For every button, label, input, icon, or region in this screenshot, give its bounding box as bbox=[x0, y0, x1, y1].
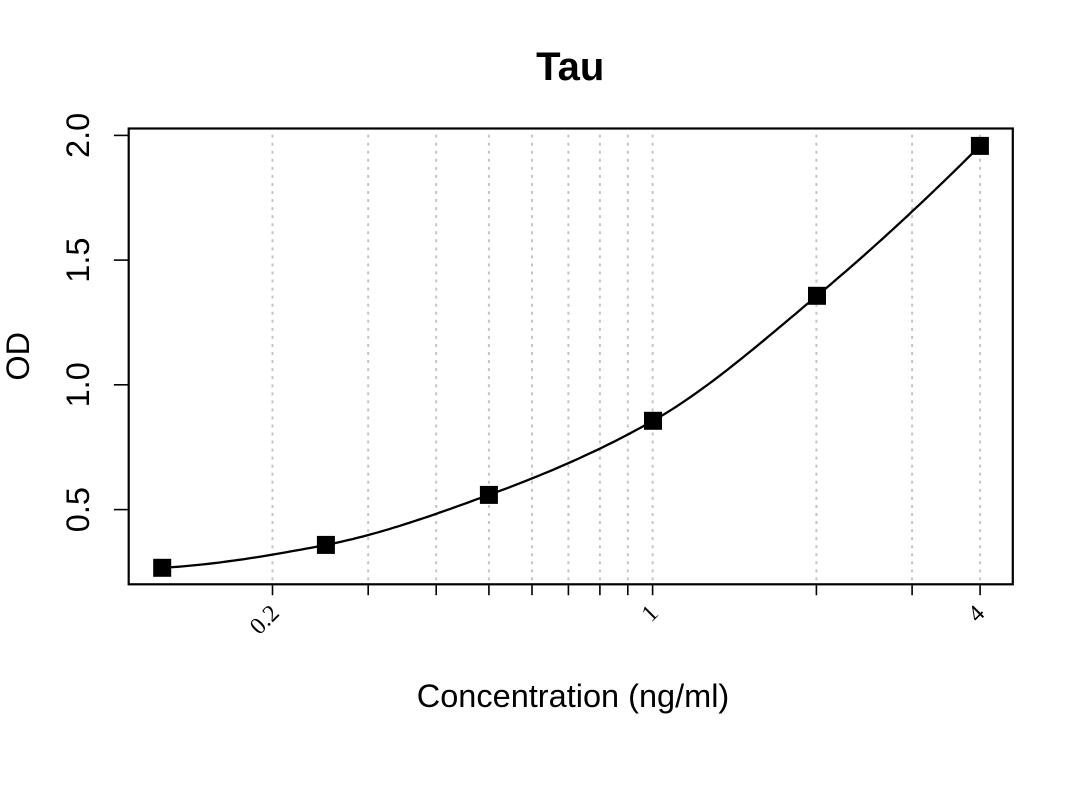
svg-text:1.5: 1.5 bbox=[60, 238, 96, 283]
svg-text:0.5: 0.5 bbox=[60, 487, 96, 532]
svg-text:Tau: Tau bbox=[536, 45, 604, 89]
svg-text:1.0: 1.0 bbox=[60, 362, 96, 407]
svg-text:Concentration (ng/ml): Concentration (ng/ml) bbox=[417, 678, 730, 714]
svg-text:OD: OD bbox=[0, 332, 36, 381]
svg-text:2.0: 2.0 bbox=[60, 113, 96, 158]
